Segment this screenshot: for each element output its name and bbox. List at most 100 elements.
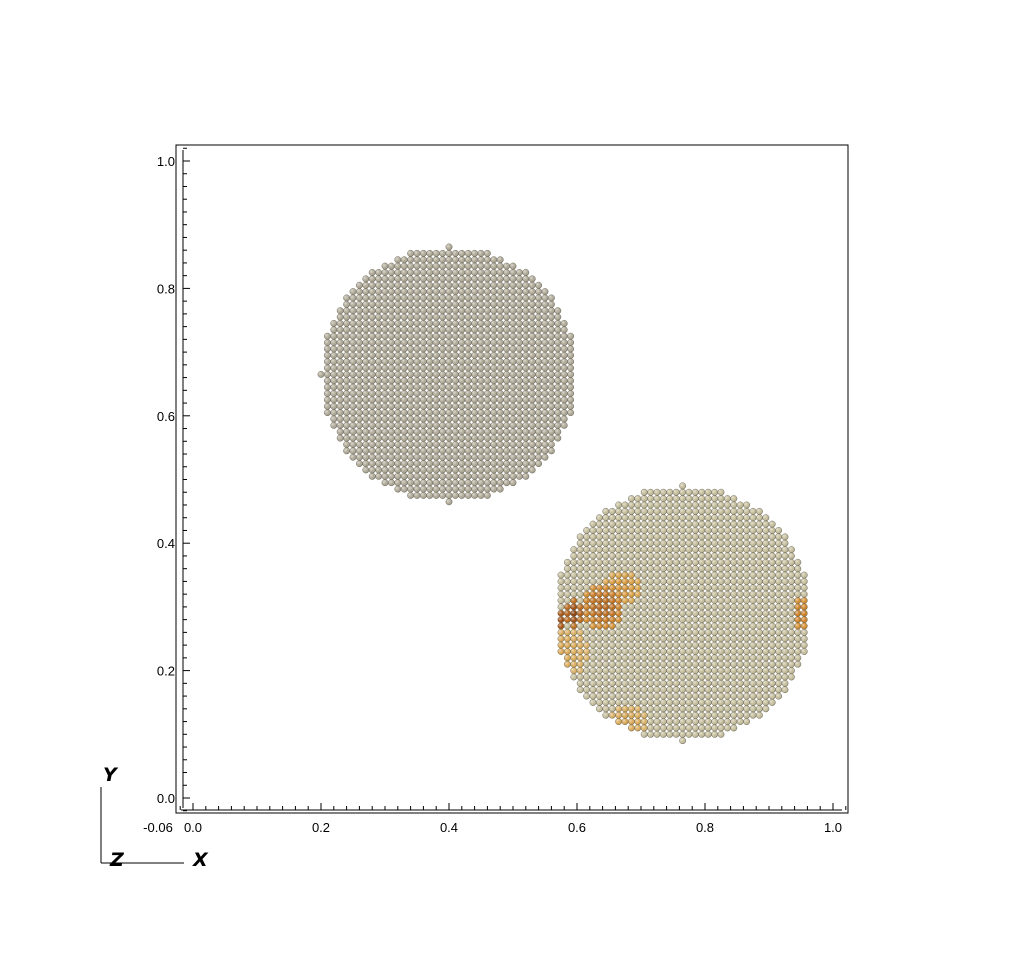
particle-shade [381, 307, 389, 314]
particle-shade [743, 692, 750, 700]
particle-shade [641, 673, 648, 681]
particle-shade [394, 345, 401, 353]
particle-shade [666, 731, 673, 738]
particle-shade [381, 396, 389, 404]
particle-shade [401, 403, 408, 410]
particle-shade [375, 371, 382, 378]
particle-shade [557, 622, 565, 630]
particle-shade [641, 533, 648, 541]
particle-shade [762, 559, 769, 566]
particle-shade [749, 610, 757, 617]
particle-shade [577, 590, 584, 598]
particle-shade [561, 409, 568, 416]
particle-shade [362, 301, 369, 308]
particle-shade [653, 692, 661, 700]
particle-shade [503, 275, 510, 283]
particle-shade [775, 680, 782, 687]
particle-shade [564, 610, 571, 617]
particle-shade [583, 622, 590, 630]
particle-shade [628, 648, 635, 655]
particle-shade [343, 403, 350, 410]
particle-shade [717, 610, 725, 617]
particle-shade [564, 629, 571, 636]
particle-shade [711, 565, 718, 572]
particle-shade [477, 460, 485, 467]
particle-shade [583, 610, 590, 617]
particle-shade [609, 692, 616, 700]
particle-shade [503, 403, 510, 410]
particle-shade [375, 415, 382, 423]
particle-shade [541, 345, 549, 353]
particle-shade [749, 711, 757, 719]
particle-shade [705, 546, 712, 553]
particle-shade [756, 686, 763, 693]
particle-shade [535, 332, 542, 340]
particle-shade [522, 339, 529, 346]
particle-shade [509, 352, 517, 359]
particle-shade [724, 597, 731, 604]
particle-shade [381, 326, 389, 333]
particle-shade [413, 345, 421, 353]
particle-shade [794, 610, 801, 617]
particle-shade [647, 603, 654, 611]
particle-shade [471, 358, 478, 365]
particle-shade [484, 473, 491, 480]
particle-shade [561, 332, 568, 340]
particle-shade [583, 654, 590, 662]
particle-shade [762, 692, 769, 700]
particle-shade [554, 332, 561, 340]
particle-shade [724, 724, 731, 732]
particle-shade [471, 460, 478, 467]
particle-shade [743, 705, 750, 713]
particle-shade [692, 533, 699, 541]
particle-shade [452, 479, 459, 486]
particle-shade [369, 339, 376, 346]
particle-shade [730, 622, 737, 630]
particle-shade [647, 629, 654, 636]
particle-shade [567, 396, 574, 404]
particle-shade [516, 434, 523, 442]
particle-shade [634, 610, 641, 617]
particle-shade [535, 454, 542, 461]
particle-shade [653, 590, 661, 598]
particle-shade [445, 428, 453, 435]
particle-shade [756, 635, 763, 642]
particle-shade [522, 301, 529, 308]
particle-shade [781, 629, 789, 636]
particle-shade [413, 447, 421, 455]
particle-shade [775, 629, 782, 636]
particle-shade [743, 686, 750, 693]
particle-shade [452, 288, 459, 295]
particle-shade [356, 454, 363, 461]
particle-shade [641, 527, 648, 534]
particle-shade [660, 546, 667, 553]
particle-shade [369, 434, 376, 442]
particle-shade [349, 441, 357, 448]
particle-shade [641, 641, 648, 649]
particle-shade [362, 377, 369, 384]
particle-shade [577, 667, 584, 674]
particle-shade [433, 485, 440, 493]
particle-shade [756, 520, 763, 528]
x-tick-label: 1.0 [824, 820, 842, 835]
particle-shade [698, 571, 705, 579]
particle-shade [362, 294, 369, 302]
particle-shade [730, 603, 737, 611]
particle-shade [717, 635, 725, 642]
particle-shade [749, 559, 757, 566]
particle-shade [484, 479, 491, 486]
particle-shade [388, 313, 395, 321]
particle-shade [433, 358, 440, 365]
particle-shade [509, 288, 517, 295]
particle-shade [522, 294, 529, 302]
particle-shade [484, 428, 491, 435]
particle-shade [388, 428, 395, 435]
particle-shade [698, 667, 705, 674]
particle-shade [628, 692, 635, 700]
particle-shade [653, 597, 661, 604]
particle-shade [756, 641, 763, 649]
particle-shade [349, 345, 357, 353]
particle-shade [692, 635, 699, 642]
particle-shade [330, 383, 337, 391]
particle-shade [394, 479, 401, 486]
